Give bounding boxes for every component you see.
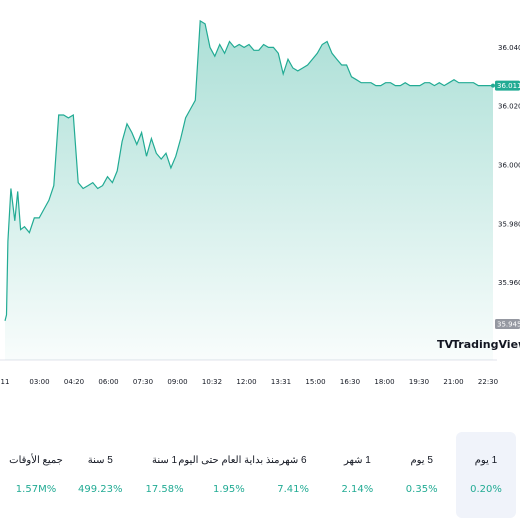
period-tab[interactable]: منذ بداية العام حتى اليوم 1.95% xyxy=(178,432,279,518)
period-label: جميع الأوقات xyxy=(9,455,63,466)
time-tick-label: 22:30 xyxy=(478,378,498,386)
price-tick-label: 35.96000 xyxy=(498,279,520,287)
period-change: 7.41% xyxy=(277,484,310,495)
time-tick-label: 19:30 xyxy=(409,378,429,386)
time-tick-label: 09:00 xyxy=(167,378,187,386)
period-change: 499.23% xyxy=(78,484,123,495)
time-tick-label: 18:00 xyxy=(374,378,394,386)
tradingview-watermark-text: TradingView xyxy=(452,338,520,351)
period-tab[interactable]: 1 شهر 2.14% xyxy=(327,432,387,518)
period-tab[interactable]: 1 سنة 17.58% xyxy=(135,432,195,518)
low-price-badge xyxy=(495,319,520,329)
price-tick-label: 35.98000 xyxy=(498,220,520,228)
time-tick-label: 06:00 xyxy=(98,378,118,386)
time-tick-label: 12:00 xyxy=(236,378,256,386)
price-line xyxy=(4,19,493,321)
period-label: 5 يوم xyxy=(410,455,433,466)
period-label: 5 سنة xyxy=(87,455,113,466)
period-change: 2.14% xyxy=(341,484,374,495)
time-tick-label: 07:30 xyxy=(133,378,153,386)
period-change: 17.58% xyxy=(145,484,184,495)
current-price-badge xyxy=(495,80,520,91)
period-label: منذ بداية العام حتى اليوم xyxy=(178,455,280,466)
price-tick-label: 36.02000 xyxy=(498,103,520,111)
price-area-fill xyxy=(5,20,493,361)
plot-area xyxy=(0,19,497,361)
time-tick-label: 15:00 xyxy=(305,378,325,386)
chart-svg[interactable]: 36.04000 36.02000 36.00000 35.98000 35.96000… xyxy=(0,0,520,420)
period-tab[interactable]: 6 شهر 7.41% xyxy=(263,432,323,518)
period-tab[interactable]: 5 سنة 499.23% xyxy=(70,432,130,518)
price-tick-label: 36.00000 xyxy=(498,162,520,170)
tradingview-watermark: TV TradingView xyxy=(437,338,520,351)
current-price-label: 36.01167 xyxy=(497,82,520,90)
period-label: 1 يوم xyxy=(474,455,498,466)
last-price-point xyxy=(491,83,495,88)
period-tab[interactable]: 1 يوم 0.20% xyxy=(455,432,516,518)
period-label: 1 شهر xyxy=(343,455,371,466)
time-tick-label: 10:32 xyxy=(202,378,222,386)
tradingview-logo-icon: TV xyxy=(437,338,454,351)
period-change: 0.20% xyxy=(470,484,502,495)
time-tick-label: 13:31 xyxy=(271,378,291,386)
time-tick-label: 21:00 xyxy=(443,378,463,386)
period-tab[interactable]: 5 يوم 0.35% xyxy=(392,432,452,518)
time-tick-label: 16:30 xyxy=(340,378,360,386)
time-tick-label: 03:00 xyxy=(29,378,49,386)
period-change: 0.35% xyxy=(405,484,438,495)
price-chart[interactable]: 36.04000 36.02000 36.00000 35.98000 35.96000… xyxy=(0,0,520,420)
period-label: 6 شهر xyxy=(279,455,307,466)
time-tick-label: 11 xyxy=(1,378,10,386)
period-change: 1.95% xyxy=(212,484,245,495)
price-axis[interactable]: 36.04000 36.02000 36.00000 35.98000 35.96000… xyxy=(495,44,520,329)
period-tab[interactable]: جميع الأوقات 1.57M% xyxy=(6,432,66,518)
time-tick-label: 04:20 xyxy=(64,378,84,386)
period-change: 1.57M% xyxy=(15,484,57,495)
time-axis[interactable]: 11 03:00 04:20 06:00 07:30 09:00 10:32 12:00 13:… xyxy=(1,378,499,386)
period-label: 1 سنة xyxy=(152,455,178,466)
low-price-label: 35.94585 xyxy=(497,321,520,329)
price-tick-label: 36.04000 xyxy=(498,44,520,52)
period-selector: 1 يوم 0.20% 5 يوم 0.35% 1 شهر 2.14% 6 شهر 7.41%… xyxy=(0,432,520,520)
